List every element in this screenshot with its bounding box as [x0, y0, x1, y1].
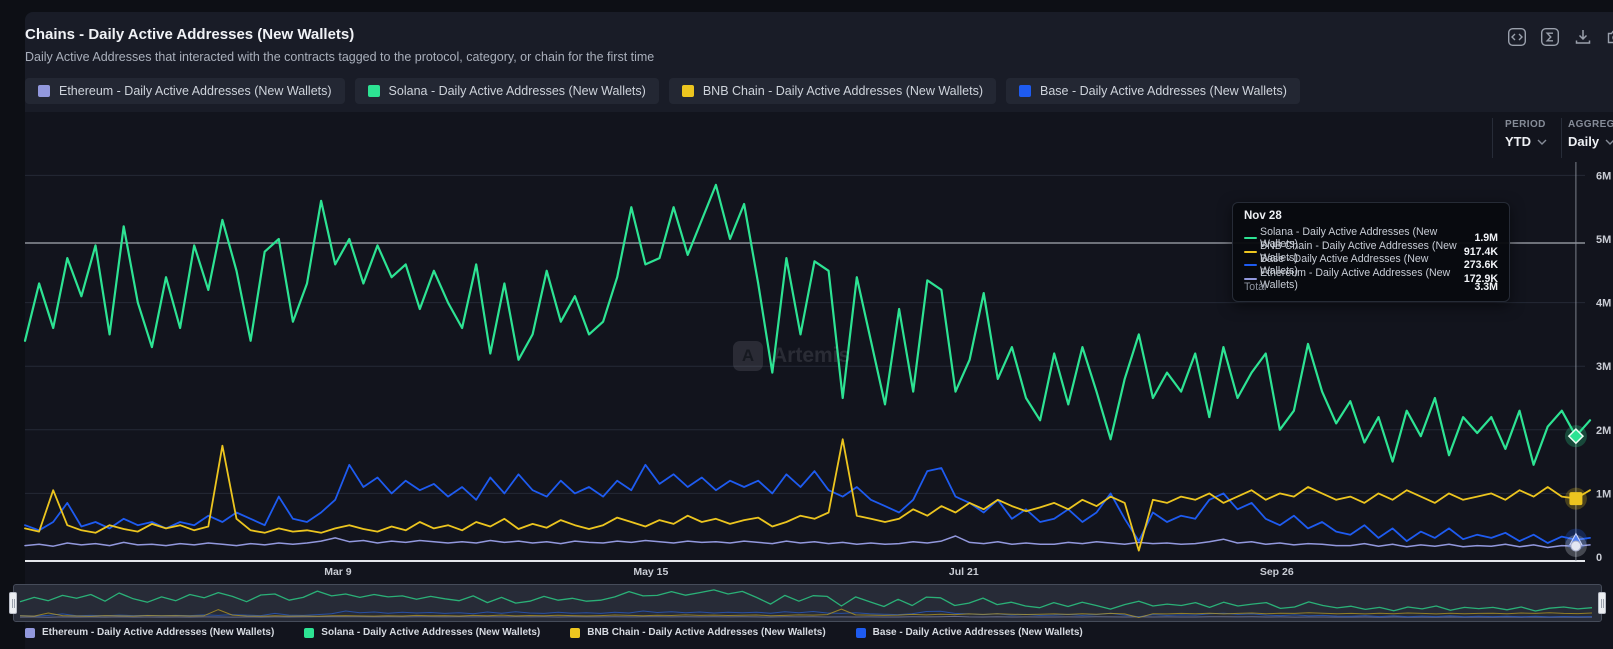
chip-ethereum-label: Ethereum - Daily Active Addresses (New W… [59, 84, 332, 98]
hover-tooltip: Nov 28 Solana - Daily Active Addresses (… [1232, 202, 1510, 302]
legend-item-bnb[interactable]: BNB Chain - Daily Active Addresses (New … [570, 627, 826, 638]
legend-item-solana[interactable]: Solana - Daily Active Addresses (New Wal… [304, 627, 540, 638]
base-color-swatch [1019, 85, 1032, 97]
bnb-line-swatch [1244, 250, 1257, 253]
base-color-swatch [855, 627, 866, 638]
page-title: Chains - Daily Active Addresses (New Wal… [25, 26, 355, 43]
tooltip-row-name: BNB Chain - Daily Active Addresses (New … [1260, 239, 1457, 264]
download-icon[interactable] [1572, 26, 1594, 48]
tooltip-row-value: 172.9K [1463, 272, 1498, 285]
svg-text:2M: 2M [1596, 425, 1611, 437]
period-label: PERIOD [1505, 119, 1546, 130]
solana-color-swatch [304, 627, 315, 638]
tooltip-total-value: 3.3M [1474, 281, 1498, 293]
controls-divider [1561, 118, 1562, 158]
solana-line-swatch [1244, 237, 1257, 239]
tooltip-row-name: Ethereum - Daily Active Addresses (New W… [1260, 266, 1451, 291]
tooltip-date: Nov 28 [1244, 210, 1282, 222]
chart-card-header: Chains - Daily Active Addresses (New Wal… [25, 12, 1613, 112]
minimap-chart [19, 589, 1593, 618]
aggregation-value: Daily [1568, 134, 1600, 149]
svg-text:0: 0 [1596, 552, 1602, 564]
bnb-color-swatch [681, 85, 694, 97]
tooltip-row-name: Base - Daily Active Addresses (New Walle… [1260, 253, 1429, 277]
controls-divider [1492, 118, 1493, 158]
tooltip-total-row: Total 3.3M [1244, 280, 1498, 294]
svg-text:Jul 21: Jul 21 [949, 566, 979, 578]
svg-text:4M: 4M [1596, 298, 1611, 310]
period-dropdown[interactable]: YTD [1505, 134, 1547, 149]
tooltip-row-value: 1.9M [1474, 232, 1498, 244]
main-line-chart[interactable]: 0 1M 2M 3M 4M 5M 6M Mar 9 May 15 Jul 21 Sep 26 [0, 112, 1613, 585]
chip-base[interactable]: Base - Daily Active Addresses (New Walle… [1006, 78, 1300, 104]
chevron-down-icon [1537, 139, 1547, 145]
svg-text:3M: 3M [1596, 361, 1611, 373]
legend-item-ethereum[interactable]: Ethereum - Daily Active Addresses (New W… [25, 627, 274, 638]
period-value: YTD [1505, 134, 1531, 149]
svg-text:5M: 5M [1596, 234, 1611, 246]
svg-text:Sep 26: Sep 26 [1260, 566, 1294, 578]
range-minimap[interactable] [9, 584, 1606, 622]
legend-item-label: BNB Chain - Daily Active Addresses (New … [587, 627, 826, 638]
aggregation-label: AGGREGATION [1568, 119, 1613, 130]
base-line-swatch [1244, 264, 1257, 266]
tooltip-total-label: Total [1244, 281, 1267, 293]
period-control: PERIOD YTD [1505, 119, 1547, 149]
tooltip-row-bnb: BNB Chain - Daily Active Addresses (New … [1244, 240, 1498, 264]
tooltip-row-solana: Solana - Daily Active Addresses (New Wal… [1244, 226, 1498, 250]
bnb-color-swatch [570, 627, 581, 638]
tooltip-row-value: 273.6K [1463, 259, 1498, 271]
chip-bnb[interactable]: BNB Chain - Daily Active Addresses (New … [668, 78, 997, 104]
series-legend-chips: Ethereum - Daily Active Addresses (New W… [25, 78, 1300, 104]
legend-item-label: Solana - Daily Active Addresses (New Wal… [321, 627, 541, 638]
chip-ethereum[interactable]: Ethereum - Daily Active Addresses (New W… [25, 78, 345, 104]
chip-solana[interactable]: Solana - Daily Active Addresses (New Wal… [354, 78, 659, 104]
range-handle-left[interactable] [9, 592, 17, 614]
svg-text:May 15: May 15 [633, 566, 668, 578]
toolbar [1506, 26, 1613, 48]
ethereum-line-swatch [1244, 277, 1257, 280]
legend-item-base[interactable]: Base - Daily Active Addresses (New Walle… [855, 627, 1083, 638]
legend-item-label: Ethereum - Daily Active Addresses (New W… [42, 627, 275, 638]
legend-item-label: Base - Daily Active Addresses (New Walle… [872, 627, 1083, 638]
chip-base-label: Base - Daily Active Addresses (New Walle… [1040, 84, 1287, 98]
camera-screenshot-icon[interactable] [1605, 26, 1613, 48]
chart-panel-background [25, 112, 1613, 649]
tooltip-row-value: 917.4K [1463, 245, 1498, 258]
embed-code-icon[interactable] [1506, 26, 1528, 48]
ethereum-color-swatch [38, 85, 50, 97]
tooltip-row-name: Solana - Daily Active Addresses (New Wal… [1260, 226, 1438, 250]
page-subtitle: Daily Active Addresses that interacted w… [25, 50, 655, 64]
bottom-legend: Ethereum - Daily Active Addresses (New W… [25, 627, 1083, 638]
tooltip-row-base: Base - Daily Active Addresses (New Walle… [1244, 253, 1498, 277]
formula-sigma-icon[interactable] [1539, 26, 1561, 48]
tooltip-row-ethereum: Ethereum - Daily Active Addresses (New W… [1244, 267, 1498, 291]
svg-text:6M: 6M [1596, 170, 1611, 182]
svg-text:Mar 9: Mar 9 [324, 566, 352, 578]
solana-color-swatch [367, 85, 380, 97]
range-handle-right[interactable] [1598, 592, 1606, 614]
chip-solana-label: Solana - Daily Active Addresses (New Wal… [388, 84, 646, 98]
ethereum-color-swatch [25, 627, 35, 638]
chip-bnb-label: BNB Chain - Daily Active Addresses (New … [702, 84, 984, 98]
svg-text:1M: 1M [1596, 488, 1611, 500]
